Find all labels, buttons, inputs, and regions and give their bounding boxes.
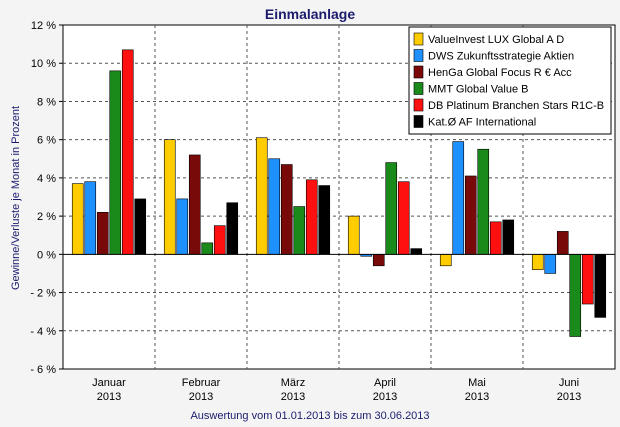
bar: [581, 254, 594, 305]
bar: [439, 254, 452, 267]
legend-swatch: [413, 82, 424, 95]
bar: [452, 141, 465, 255]
y-tick-label: 8 %: [37, 96, 56, 108]
x-tick-year: 2013: [557, 391, 581, 403]
y-tick-label: - 2 %: [30, 288, 56, 300]
bar: [268, 158, 281, 255]
bar: [109, 70, 122, 255]
legend-entry: DB Platinum Branchen Stars R1C-B: [428, 100, 604, 112]
legend-entry: Kat.Ø AF International: [428, 117, 536, 129]
legend-swatch: [413, 98, 424, 112]
legend-entry: DWS Zukunftsstrategie Aktien: [428, 51, 574, 63]
x-tick-month: April: [374, 377, 396, 389]
bar: [255, 137, 268, 255]
bar: [489, 221, 502, 255]
bar: [305, 179, 318, 255]
bar: [163, 139, 176, 255]
bar: [477, 148, 490, 255]
bar: [502, 219, 515, 255]
y-tick-label: 12 %: [31, 20, 56, 32]
bar: [96, 211, 109, 255]
bar: [280, 164, 293, 255]
legend-swatch: [413, 65, 424, 79]
bar: [134, 198, 147, 255]
y-tick-label: 6 %: [37, 135, 56, 147]
y-tick-label: - 6 %: [30, 364, 56, 376]
bar: [385, 162, 398, 255]
legend-entry: MMT Global Value B: [428, 84, 528, 96]
bar-group: [71, 49, 607, 337]
grid-lines: [63, 25, 615, 369]
x-tick-year: 2013: [373, 391, 397, 403]
x-tick-month: Februar: [182, 377, 221, 389]
bar: [569, 254, 582, 337]
bar: [372, 254, 385, 267]
y-tick-label: - 4 %: [30, 326, 56, 338]
bar: [176, 198, 189, 255]
bar: [397, 181, 410, 255]
bar: [556, 231, 569, 255]
bar: [410, 248, 423, 255]
bar: [121, 49, 134, 255]
bar: [213, 225, 226, 255]
legend-box: [408, 26, 612, 135]
bar: [544, 254, 557, 274]
x-tick-year: 2013: [189, 391, 213, 403]
x-tick-year: 2013: [97, 391, 121, 403]
y-tick-label: 4 %: [37, 173, 56, 185]
x-axis-label: Auswertung vom 01.01.2013 bis zum 30.06.…: [190, 410, 429, 422]
bar: [188, 154, 201, 255]
chart-title: Einmalanlage: [265, 6, 355, 22]
bar: [84, 181, 97, 255]
legend-swatch: [413, 115, 424, 128]
legend-swatch: [413, 32, 424, 46]
x-axis-ticks: Januar 2013 Februar 2013 März 2013 April 2013 Ma…: [92, 377, 581, 403]
bar: [464, 175, 477, 255]
bar: [201, 242, 214, 255]
bar: [318, 185, 331, 255]
bar: [71, 183, 84, 255]
y-axis-ticks: - 6 % - 4 % - 2 % 0 % 2 % 4 % 6 % 8 % 10 % 12 %: [30, 20, 63, 376]
x-tick-year: 2013: [281, 391, 305, 403]
x-tick-month: März: [281, 377, 305, 389]
bar: [347, 215, 360, 255]
bar: [594, 254, 607, 318]
y-tick-label: 10 %: [31, 58, 56, 70]
legend-entry: ValueInvest LUX Global A D: [428, 34, 564, 46]
legend-swatch: [413, 49, 424, 62]
bar: [531, 254, 544, 270]
legend-entry: HenGa Global Focus R € Acc: [428, 67, 572, 79]
x-tick-month: Januar: [92, 377, 126, 389]
y-tick-label: 0 %: [37, 249, 56, 261]
legend: ValueInvest LUX Global A D DWS Zukunftsst…: [408, 26, 612, 135]
bar: [226, 202, 239, 255]
x-tick-month: Juni: [559, 377, 579, 389]
y-tick-label: 2 %: [37, 211, 56, 223]
y-axis-label: Gewinne/Verluste je Monat in Prozent: [10, 106, 22, 290]
bar: [293, 206, 306, 255]
x-tick-month: Mai: [468, 377, 486, 389]
x-tick-year: 2013: [465, 391, 489, 403]
